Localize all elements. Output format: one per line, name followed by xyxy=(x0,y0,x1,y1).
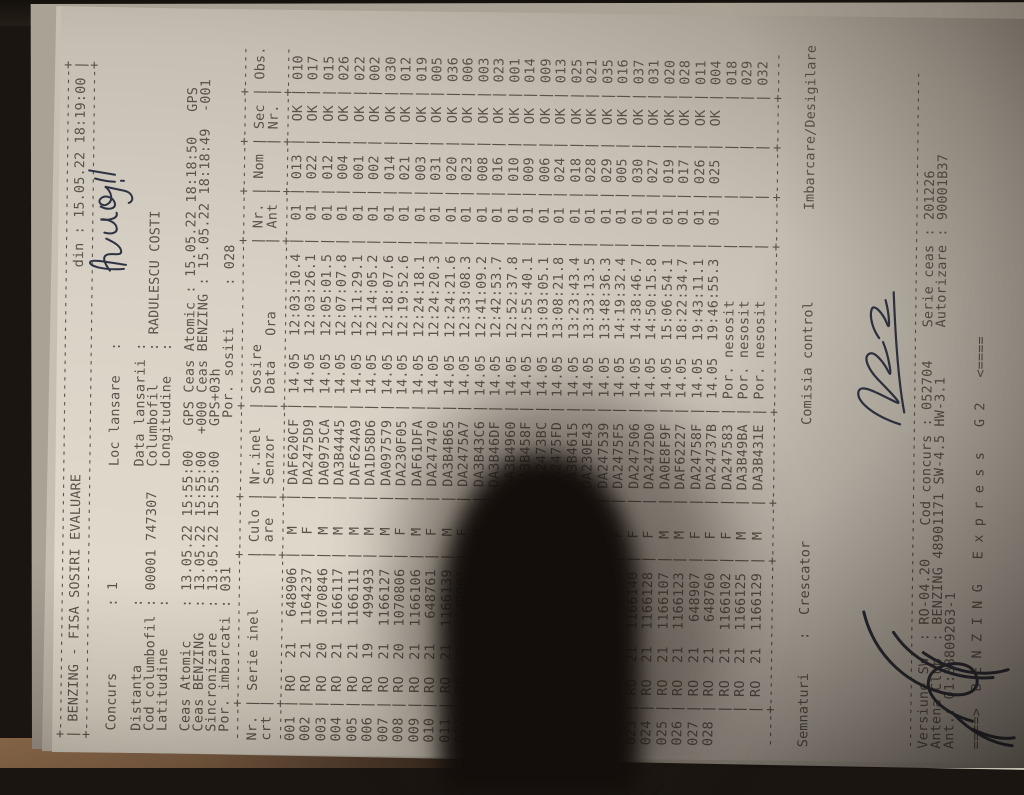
thumb-silhouette xyxy=(440,455,640,795)
header-info-line: Concurs : 1 Loc lansare : xyxy=(104,342,125,739)
handwriting-signature xyxy=(857,291,906,426)
handwriting-corner-scribble xyxy=(862,610,1016,748)
handwriting-loc-lansare xyxy=(88,169,134,272)
signatures-line: Semnaturi : Crescator Comisia control Im… xyxy=(796,44,820,748)
photo-of-document: { "photo": { "background_color": "#1a151… xyxy=(0,0,1024,773)
header-info-line: Latitudine : Longitudine : xyxy=(155,342,176,740)
